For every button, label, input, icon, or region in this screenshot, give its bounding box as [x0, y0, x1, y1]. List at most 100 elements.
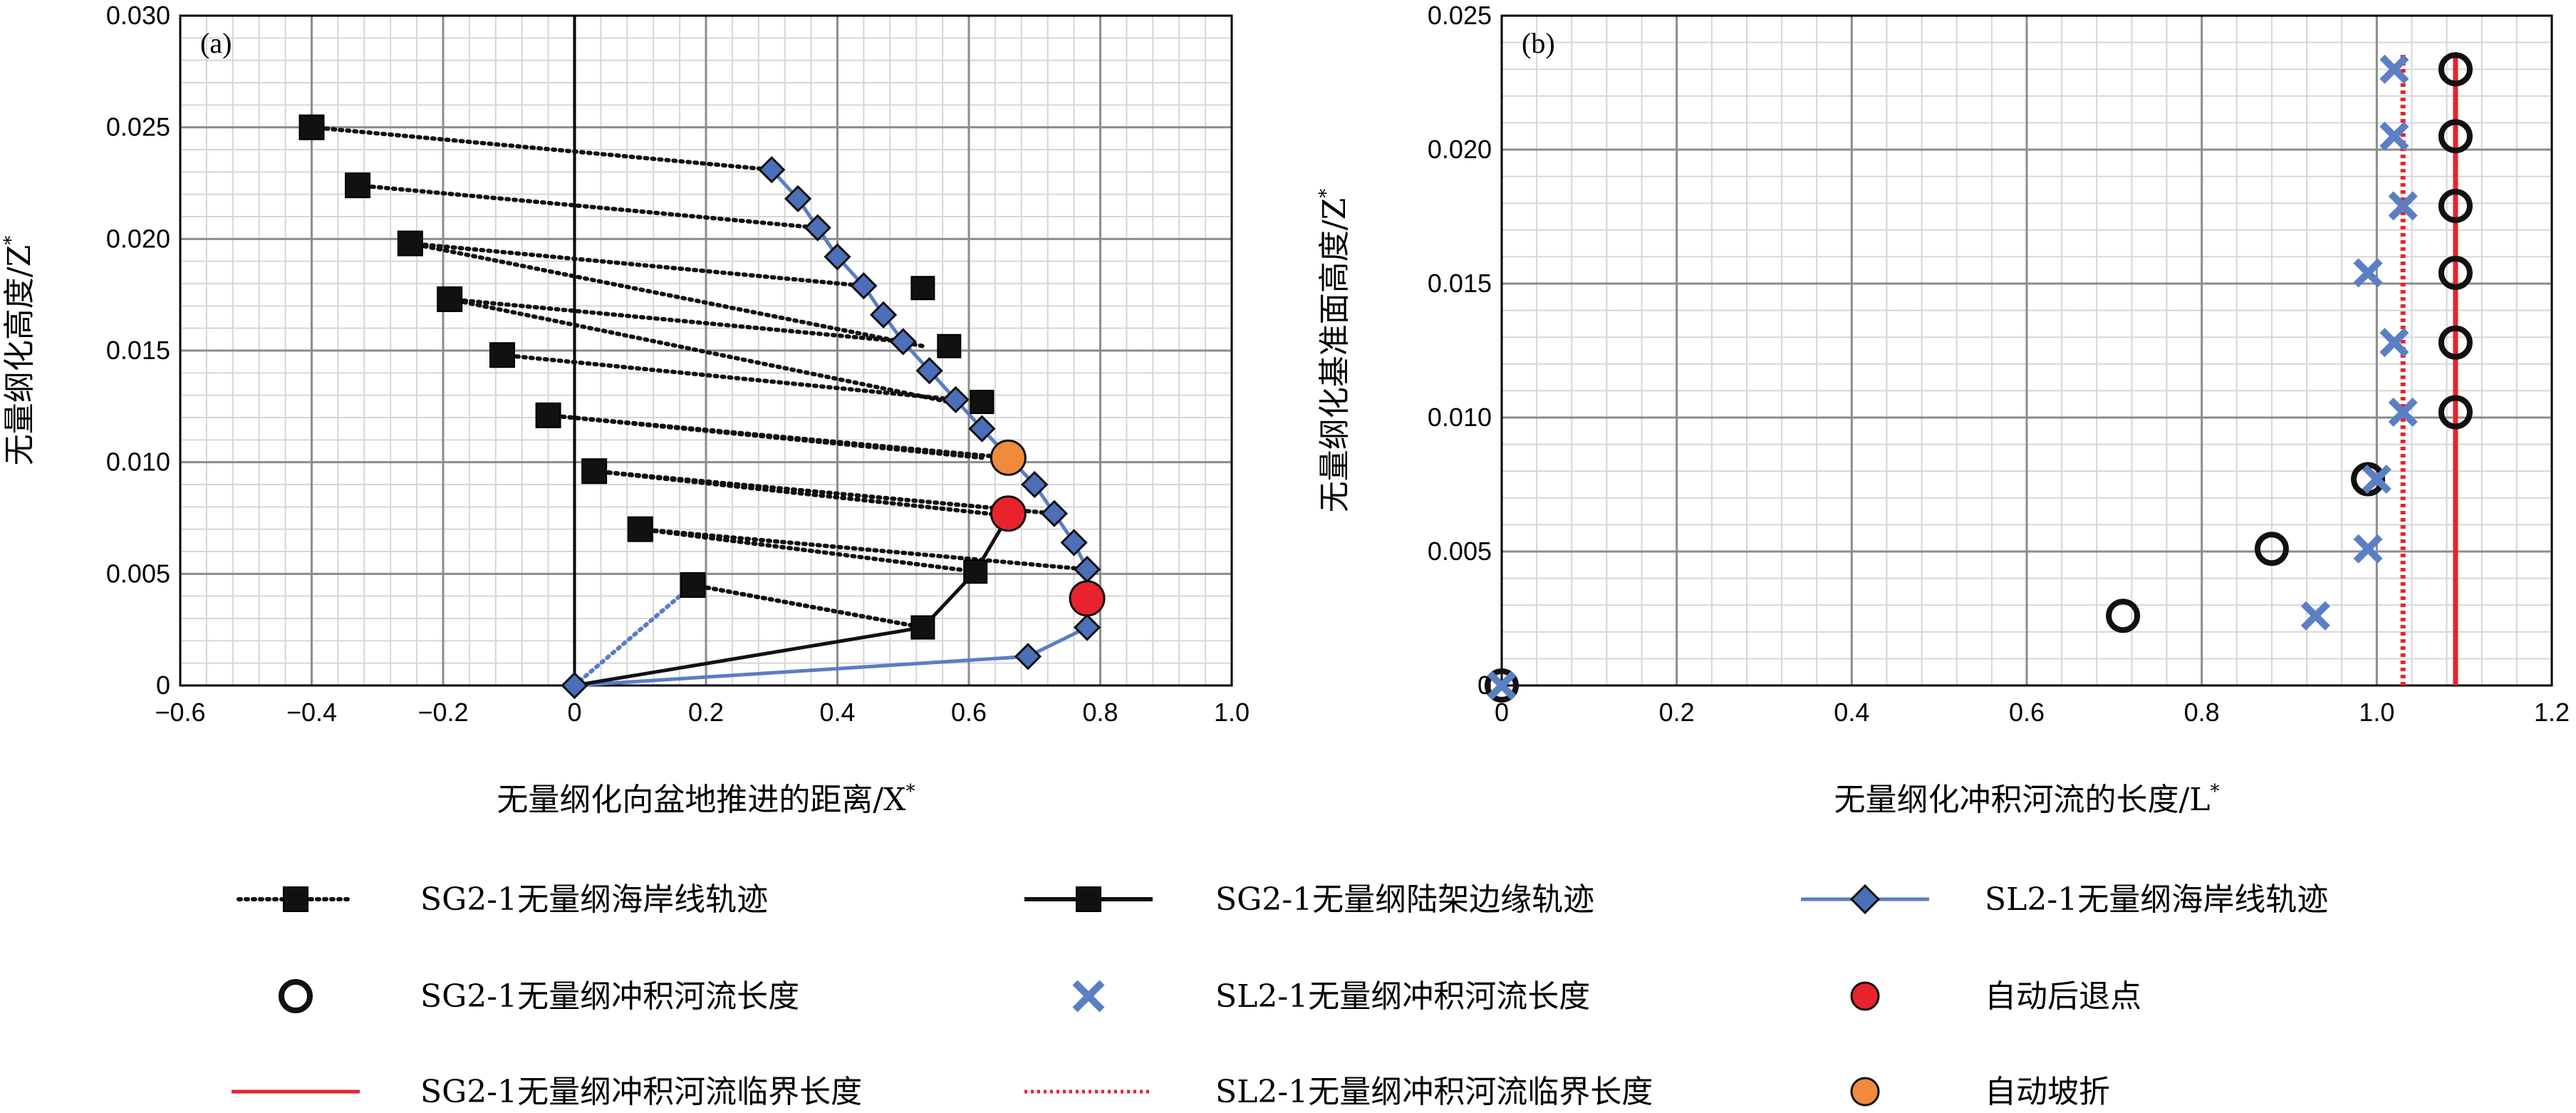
origin-diamond — [561, 671, 588, 700]
x-axis-label: 无量纲化冲积河流的长度/L* — [1834, 781, 2219, 818]
legend-label: SL2-1无量纲冲积河流长度 — [1215, 978, 1590, 1015]
x-tick-label: −0.2 — [417, 698, 468, 727]
sg-shelf-square — [910, 615, 935, 640]
tie-line — [638, 527, 1090, 572]
legend-label: SG2-1无量纲冲积河流长度 — [420, 978, 799, 1015]
legend-item-sg-river: SG2-1无量纲冲积河流长度 — [279, 978, 799, 1015]
y-axis-label-text: 无量纲化基准面高度/Z — [1316, 198, 1353, 512]
sg-river-circle — [2438, 188, 2473, 223]
sl-river-cross — [2379, 54, 2409, 84]
legend-symbol — [1850, 1077, 1880, 1107]
legend-square — [1076, 886, 1101, 912]
sl-river-cross — [2300, 601, 2330, 631]
tie-line — [638, 527, 978, 574]
legend-item-sl-river: SL2-1无量纲冲积河流长度 — [1072, 978, 1590, 1015]
sg-shoreline-square — [581, 458, 608, 485]
y-tick-label: 0.030 — [106, 1, 170, 30]
sl-shoreline-diamond — [915, 357, 943, 385]
tie-line — [447, 296, 905, 344]
x-tick-label: 0.4 — [1834, 698, 1869, 727]
cross-stroke — [2379, 121, 2409, 151]
legend-item-sg-shoreline: SG2-1无量纲海岸线轨迹 — [237, 881, 768, 918]
y-tick-label: 0.020 — [106, 224, 170, 253]
x-axis-label: 无量纲化向盆地推进的距离/X* — [497, 781, 915, 818]
sl-river-cross — [2379, 121, 2409, 151]
panel-b: 0 0.2 0.4 0.6 0.8 1.0 1.200.0050.0100.0150.020… — [1316, 1, 2570, 818]
sg-shelf-square — [937, 333, 962, 358]
legend-symbol — [279, 979, 313, 1013]
sg-river-circle — [2438, 325, 2473, 360]
sl-shoreline-diamond — [1040, 499, 1069, 527]
tie-line — [500, 353, 958, 402]
tie-line — [447, 296, 952, 405]
legend: SG2-1无量纲海岸线轨迹 SG2-1无量纲陆架边缘轨迹 SL2-1无量纲海岸线轨迹… — [232, 881, 2328, 1110]
sl-shoreline-diamond — [889, 328, 917, 356]
x-tick-label: 0.2 — [688, 698, 724, 727]
tie-line — [309, 125, 774, 172]
sg-shoreline-square — [680, 572, 706, 598]
sl-shoreline-diamond — [758, 156, 786, 184]
panel-b-marks — [1485, 52, 2473, 703]
x-tick-label: 0 — [1495, 698, 1509, 727]
x-axis-label-sup: * — [906, 781, 915, 802]
legend-red-dot — [1850, 981, 1880, 1011]
cross-stroke — [2379, 328, 2409, 358]
x-tick-label: −0.4 — [286, 698, 337, 727]
legend-cross — [1072, 980, 1105, 1013]
legend-item-sg-critical: SG2-1无量纲冲积河流临界长度 — [232, 1074, 862, 1110]
y-tick-label: 0.005 — [106, 559, 170, 588]
x-tick-label: 0.4 — [819, 698, 855, 727]
y-tick-label: 0.015 — [1428, 269, 1492, 298]
legend-label: 自动坡折 — [1985, 1074, 2110, 1110]
sl-river-cross — [2388, 191, 2418, 221]
autobreak-point — [990, 439, 1027, 476]
legend-label: SL2-1无量纲海岸线轨迹 — [1985, 881, 2328, 918]
x-tick-label: 0 — [567, 698, 581, 727]
y-tick-label: 0.010 — [106, 447, 170, 477]
sg-shelf-square — [970, 390, 994, 415]
legend-label: SG2-1无量纲海岸线轨迹 — [420, 881, 768, 918]
x-tick-label: 1.2 — [2534, 698, 2570, 727]
y-axis-label-sup: * — [1, 236, 22, 245]
y-tick-label: 0.005 — [1428, 537, 1492, 566]
sg-river-circle — [2438, 255, 2473, 290]
x-tick-label: 1.0 — [2359, 698, 2394, 727]
sl-shoreline-diamond — [942, 385, 970, 414]
legend-symbol — [1850, 981, 1880, 1011]
legend-square — [283, 886, 308, 912]
y-tick-label: 0.025 — [1428, 1, 1492, 30]
cross-stroke — [1072, 980, 1105, 1013]
sg-river-circle — [2438, 119, 2473, 154]
cross-stroke — [2353, 258, 2383, 288]
autoretreat-point — [1069, 580, 1106, 617]
x-tick-label: 1.0 — [1214, 698, 1250, 727]
panel-label: (a) — [200, 27, 232, 59]
legend-item-sl-shoreline: SL2-1无量纲海岸线轨迹 — [1801, 881, 2328, 918]
y-axis-label-sup: * — [1316, 189, 1337, 198]
cross-stroke — [2388, 191, 2418, 221]
panel-a-marks — [298, 114, 1106, 700]
y-tick-label: 0.020 — [1428, 135, 1492, 164]
legend-symbol — [1024, 886, 1153, 912]
sl-shoreline-diamond — [1021, 470, 1049, 499]
tie-line — [592, 469, 1011, 518]
x-tick-label: −0.6 — [155, 698, 205, 727]
legend-symbol — [1801, 884, 1929, 915]
x-tick-label: 0.6 — [2009, 698, 2045, 727]
sg-shelf-square — [910, 276, 935, 301]
sg-river-circle — [2438, 52, 2473, 87]
legend-label: SL2-1无量纲冲积河流临界长度 — [1215, 1074, 1653, 1110]
x-tick-label: 0.2 — [1659, 698, 1695, 727]
sg-shoreline-square — [535, 402, 561, 428]
sl-shoreline-diamond — [1014, 643, 1042, 671]
sg-river-circle — [2254, 532, 2289, 566]
legend-symbol — [237, 886, 355, 912]
tie-line — [690, 583, 925, 630]
y-axis-label: 无量纲化高度/Z* — [1, 236, 38, 465]
legend-item-autobreak: 自动坡折 — [1850, 1074, 2110, 1110]
sl-river-cross — [2362, 464, 2391, 495]
sg-river-circle — [1485, 668, 1519, 703]
cross-stroke — [2362, 464, 2391, 495]
x-axis-label-text: 无量纲化向盆地推进的距离/X — [497, 782, 906, 818]
